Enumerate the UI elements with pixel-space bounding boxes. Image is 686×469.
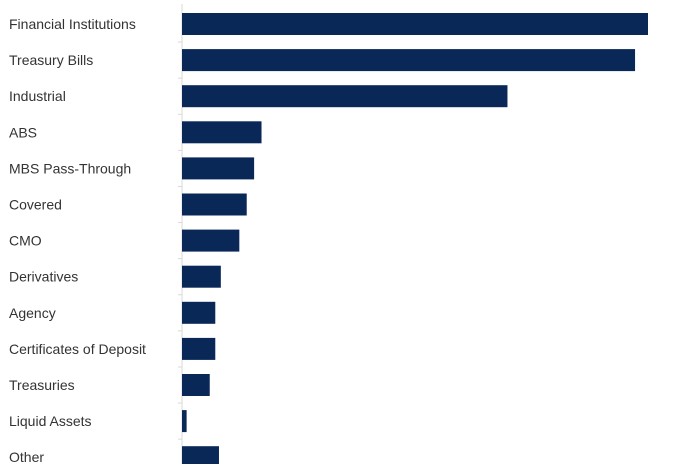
bar[interactable] <box>182 446 219 469</box>
category-label: Other <box>9 449 44 464</box>
bar[interactable] <box>182 229 240 252</box>
category-label: MBS Pass-Through <box>9 160 131 176</box>
bar[interactable] <box>182 301 216 324</box>
category-label: Treasuries <box>9 377 75 393</box>
bar[interactable] <box>182 410 187 433</box>
bar[interactable] <box>182 49 636 72</box>
category-label: Treasury Bills <box>9 52 93 68</box>
bar[interactable] <box>182 85 508 108</box>
bars-layer <box>182 13 648 469</box>
category-label: Certificates of Deposit <box>9 341 146 357</box>
category-label: Agency <box>9 305 56 321</box>
category-label: Covered <box>9 197 62 213</box>
category-label: Financial Institutions <box>9 16 136 32</box>
bar[interactable] <box>182 121 262 144</box>
bar[interactable] <box>182 337 216 360</box>
category-label: CMO <box>9 233 42 249</box>
bar[interactable] <box>182 265 221 288</box>
axis-layer <box>178 3 183 469</box>
bar[interactable] <box>182 193 247 216</box>
bar[interactable] <box>182 157 255 180</box>
category-label: Liquid Assets <box>9 413 92 429</box>
category-label: ABS <box>9 124 37 140</box>
bar[interactable] <box>182 13 648 35</box>
category-labels: Financial Institutions Treasury Bills Indu… <box>9 16 146 465</box>
category-label: Derivatives <box>9 269 78 285</box>
bar[interactable] <box>182 374 210 396</box>
category-label: Industrial <box>9 88 66 104</box>
